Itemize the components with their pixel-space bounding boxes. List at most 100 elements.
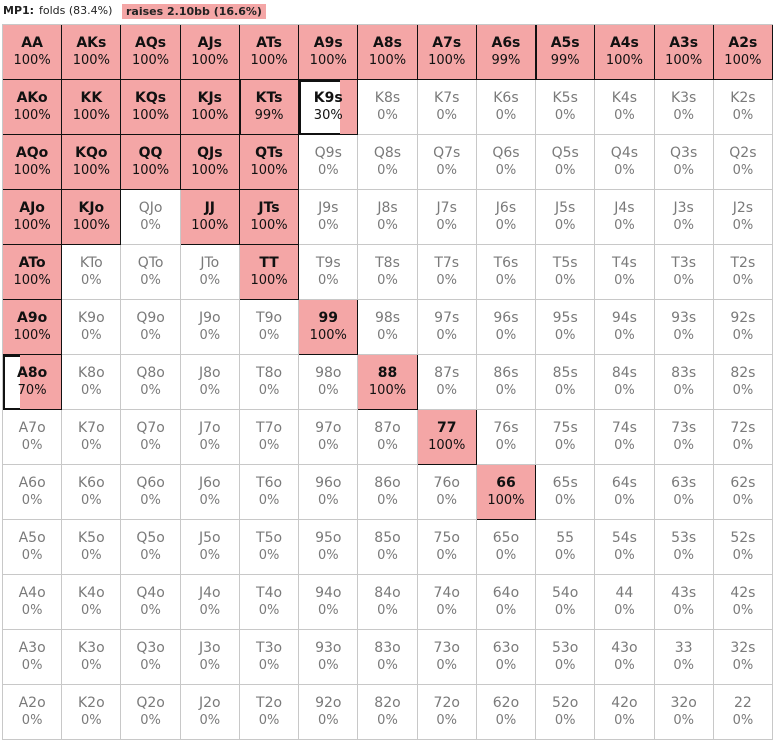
hand-cell-q3o[interactable]: Q3o 0% — [121, 630, 181, 685]
hand-cell-a4o[interactable]: A4o 0% — [3, 575, 63, 630]
hand-cell-53o[interactable]: 53o 0% — [536, 630, 596, 685]
hand-cell-a3o[interactable]: A3o 0% — [3, 630, 63, 685]
hand-cell-j6o[interactable]: J6o 0% — [180, 465, 240, 520]
hand-cell-97s[interactable]: 97s 0% — [417, 300, 477, 355]
hand-cell-97o[interactable]: 97o 0% — [299, 410, 359, 465]
hand-cell-55[interactable]: 55 0% — [536, 520, 596, 575]
hand-cell-94o[interactable]: 94o 0% — [299, 575, 359, 630]
hand-cell-a4s[interactable]: A4s 100% — [595, 25, 655, 80]
hand-cell-86o[interactable]: 86o 0% — [358, 465, 418, 520]
hand-cell-93o[interactable]: 93o 0% — [299, 630, 359, 685]
hand-cell-k8s[interactable]: K8s 0% — [358, 80, 418, 135]
hand-cell-t5s[interactable]: T5s 0% — [536, 245, 596, 300]
hand-cell-j9s[interactable]: J9s 0% — [299, 190, 359, 245]
hand-cell-qjs[interactable]: QJs 100% — [180, 135, 240, 190]
hand-cell-62s[interactable]: 62s 0% — [713, 465, 773, 520]
hand-cell-aqo[interactable]: AQo 100% — [3, 135, 63, 190]
hand-cell-k9o[interactable]: K9o 0% — [62, 300, 122, 355]
hand-cell-73s[interactable]: 73s 0% — [654, 410, 714, 465]
hand-cell-73o[interactable]: 73o 0% — [417, 630, 477, 685]
hand-cell-jto[interactable]: JTo 0% — [180, 245, 240, 300]
hand-cell-77[interactable]: 77 100% — [417, 410, 477, 465]
hand-cell-84o[interactable]: 84o 0% — [358, 575, 418, 630]
hand-cell-43o[interactable]: 43o 0% — [595, 630, 655, 685]
hand-cell-85o[interactable]: 85o 0% — [358, 520, 418, 575]
hand-cell-76o[interactable]: 76o 0% — [417, 465, 477, 520]
hand-cell-t4s[interactable]: T4s 0% — [595, 245, 655, 300]
hand-cell-j2o[interactable]: J2o 0% — [180, 685, 240, 740]
hand-cell-ato[interactable]: ATo 100% — [3, 245, 63, 300]
hand-cell-kjo[interactable]: KJo 100% — [62, 190, 122, 245]
hand-cell-j3o[interactable]: J3o 0% — [180, 630, 240, 685]
hand-cell-66[interactable]: 66 100% — [476, 465, 537, 520]
hand-cell-a6s[interactable]: A6s 99% — [476, 25, 537, 80]
hand-cell-52o[interactable]: 52o 0% — [536, 685, 596, 740]
hand-cell-a7s[interactable]: A7s 100% — [417, 25, 477, 80]
hand-cell-q2o[interactable]: Q2o 0% — [121, 685, 181, 740]
hand-cell-q5o[interactable]: Q5o 0% — [121, 520, 181, 575]
hand-cell-q2s[interactable]: Q2s 0% — [713, 135, 773, 190]
hand-cell-j8o[interactable]: J8o 0% — [180, 355, 240, 410]
hand-cell-q6s[interactable]: Q6s 0% — [476, 135, 537, 190]
hand-cell-75s[interactable]: 75s 0% — [536, 410, 596, 465]
hand-cell-q9o[interactable]: Q9o 0% — [121, 300, 181, 355]
hand-cell-q8o[interactable]: Q8o 0% — [121, 355, 181, 410]
hand-cell-98s[interactable]: 98s 0% — [358, 300, 418, 355]
hand-cell-72s[interactable]: 72s 0% — [713, 410, 773, 465]
hand-cell-j3s[interactable]: J3s 0% — [654, 190, 714, 245]
hand-cell-95o[interactable]: 95o 0% — [299, 520, 359, 575]
hand-cell-jj[interactable]: JJ 100% — [180, 190, 240, 245]
hand-cell-63s[interactable]: 63s 0% — [654, 465, 714, 520]
hand-cell-k7o[interactable]: K7o 0% — [62, 410, 122, 465]
hand-cell-qq[interactable]: QQ 100% — [121, 135, 181, 190]
hand-cell-a9s[interactable]: A9s 100% — [299, 25, 359, 80]
hand-cell-42o[interactable]: 42o 0% — [595, 685, 655, 740]
hand-cell-a7o[interactable]: A7o 0% — [3, 410, 63, 465]
hand-cell-92s[interactable]: 92s 0% — [713, 300, 773, 355]
hand-cell-33[interactable]: 33 0% — [654, 630, 714, 685]
hand-cell-ats[interactable]: ATs 100% — [239, 25, 300, 80]
hand-cell-98o[interactable]: 98o 0% — [299, 355, 359, 410]
hand-cell-65o[interactable]: 65o 0% — [476, 520, 537, 575]
hand-cell-a2s[interactable]: A2s 100% — [713, 25, 773, 80]
hand-cell-k3o[interactable]: K3o 0% — [62, 630, 122, 685]
hand-cell-k7s[interactable]: K7s 0% — [417, 80, 477, 135]
hand-cell-k9s[interactable]: K9s 30% — [299, 80, 359, 135]
hand-cell-92o[interactable]: 92o 0% — [299, 685, 359, 740]
hand-cell-k8o[interactable]: K8o 0% — [62, 355, 122, 410]
hand-cell-62o[interactable]: 62o 0% — [476, 685, 537, 740]
hand-cell-k3s[interactable]: K3s 0% — [654, 80, 714, 135]
hand-cell-99[interactable]: 99 100% — [299, 300, 359, 355]
hand-cell-54o[interactable]: 54o 0% — [536, 575, 596, 630]
hand-cell-75o[interactable]: 75o 0% — [417, 520, 477, 575]
hand-cell-22[interactable]: 22 0% — [713, 685, 773, 740]
hand-cell-t2o[interactable]: T2o 0% — [239, 685, 300, 740]
hand-cell-k2o[interactable]: K2o 0% — [62, 685, 122, 740]
hand-cell-44[interactable]: 44 0% — [595, 575, 655, 630]
hand-cell-88[interactable]: 88 100% — [358, 355, 418, 410]
hand-cell-93s[interactable]: 93s 0% — [654, 300, 714, 355]
hand-cell-q6o[interactable]: Q6o 0% — [121, 465, 181, 520]
hand-cell-kts[interactable]: KTs 99% — [239, 80, 300, 135]
hand-cell-87s[interactable]: 87s 0% — [417, 355, 477, 410]
hand-cell-j6s[interactable]: J6s 0% — [476, 190, 537, 245]
hand-cell-t7o[interactable]: T7o 0% — [239, 410, 300, 465]
hand-cell-96o[interactable]: 96o 0% — [299, 465, 359, 520]
hand-cell-64o[interactable]: 64o 0% — [476, 575, 537, 630]
hand-cell-95s[interactable]: 95s 0% — [536, 300, 596, 355]
hand-cell-t4o[interactable]: T4o 0% — [239, 575, 300, 630]
hand-cell-54s[interactable]: 54s 0% — [595, 520, 655, 575]
hand-cell-k4o[interactable]: K4o 0% — [62, 575, 122, 630]
hand-cell-96s[interactable]: 96s 0% — [476, 300, 537, 355]
hand-cell-32s[interactable]: 32s 0% — [713, 630, 773, 685]
hand-cell-q4s[interactable]: Q4s 0% — [595, 135, 655, 190]
hand-cell-a6o[interactable]: A6o 0% — [3, 465, 63, 520]
hand-cell-ako[interactable]: AKo 100% — [3, 80, 63, 135]
hand-cell-a8s[interactable]: A8s 100% — [358, 25, 418, 80]
hand-cell-jts[interactable]: JTs 100% — [239, 190, 300, 245]
hand-cell-82o[interactable]: 82o 0% — [358, 685, 418, 740]
hand-cell-85s[interactable]: 85s 0% — [536, 355, 596, 410]
hand-cell-t6o[interactable]: T6o 0% — [239, 465, 300, 520]
hand-cell-q4o[interactable]: Q4o 0% — [121, 575, 181, 630]
hand-cell-aqs[interactable]: AQs 100% — [121, 25, 181, 80]
